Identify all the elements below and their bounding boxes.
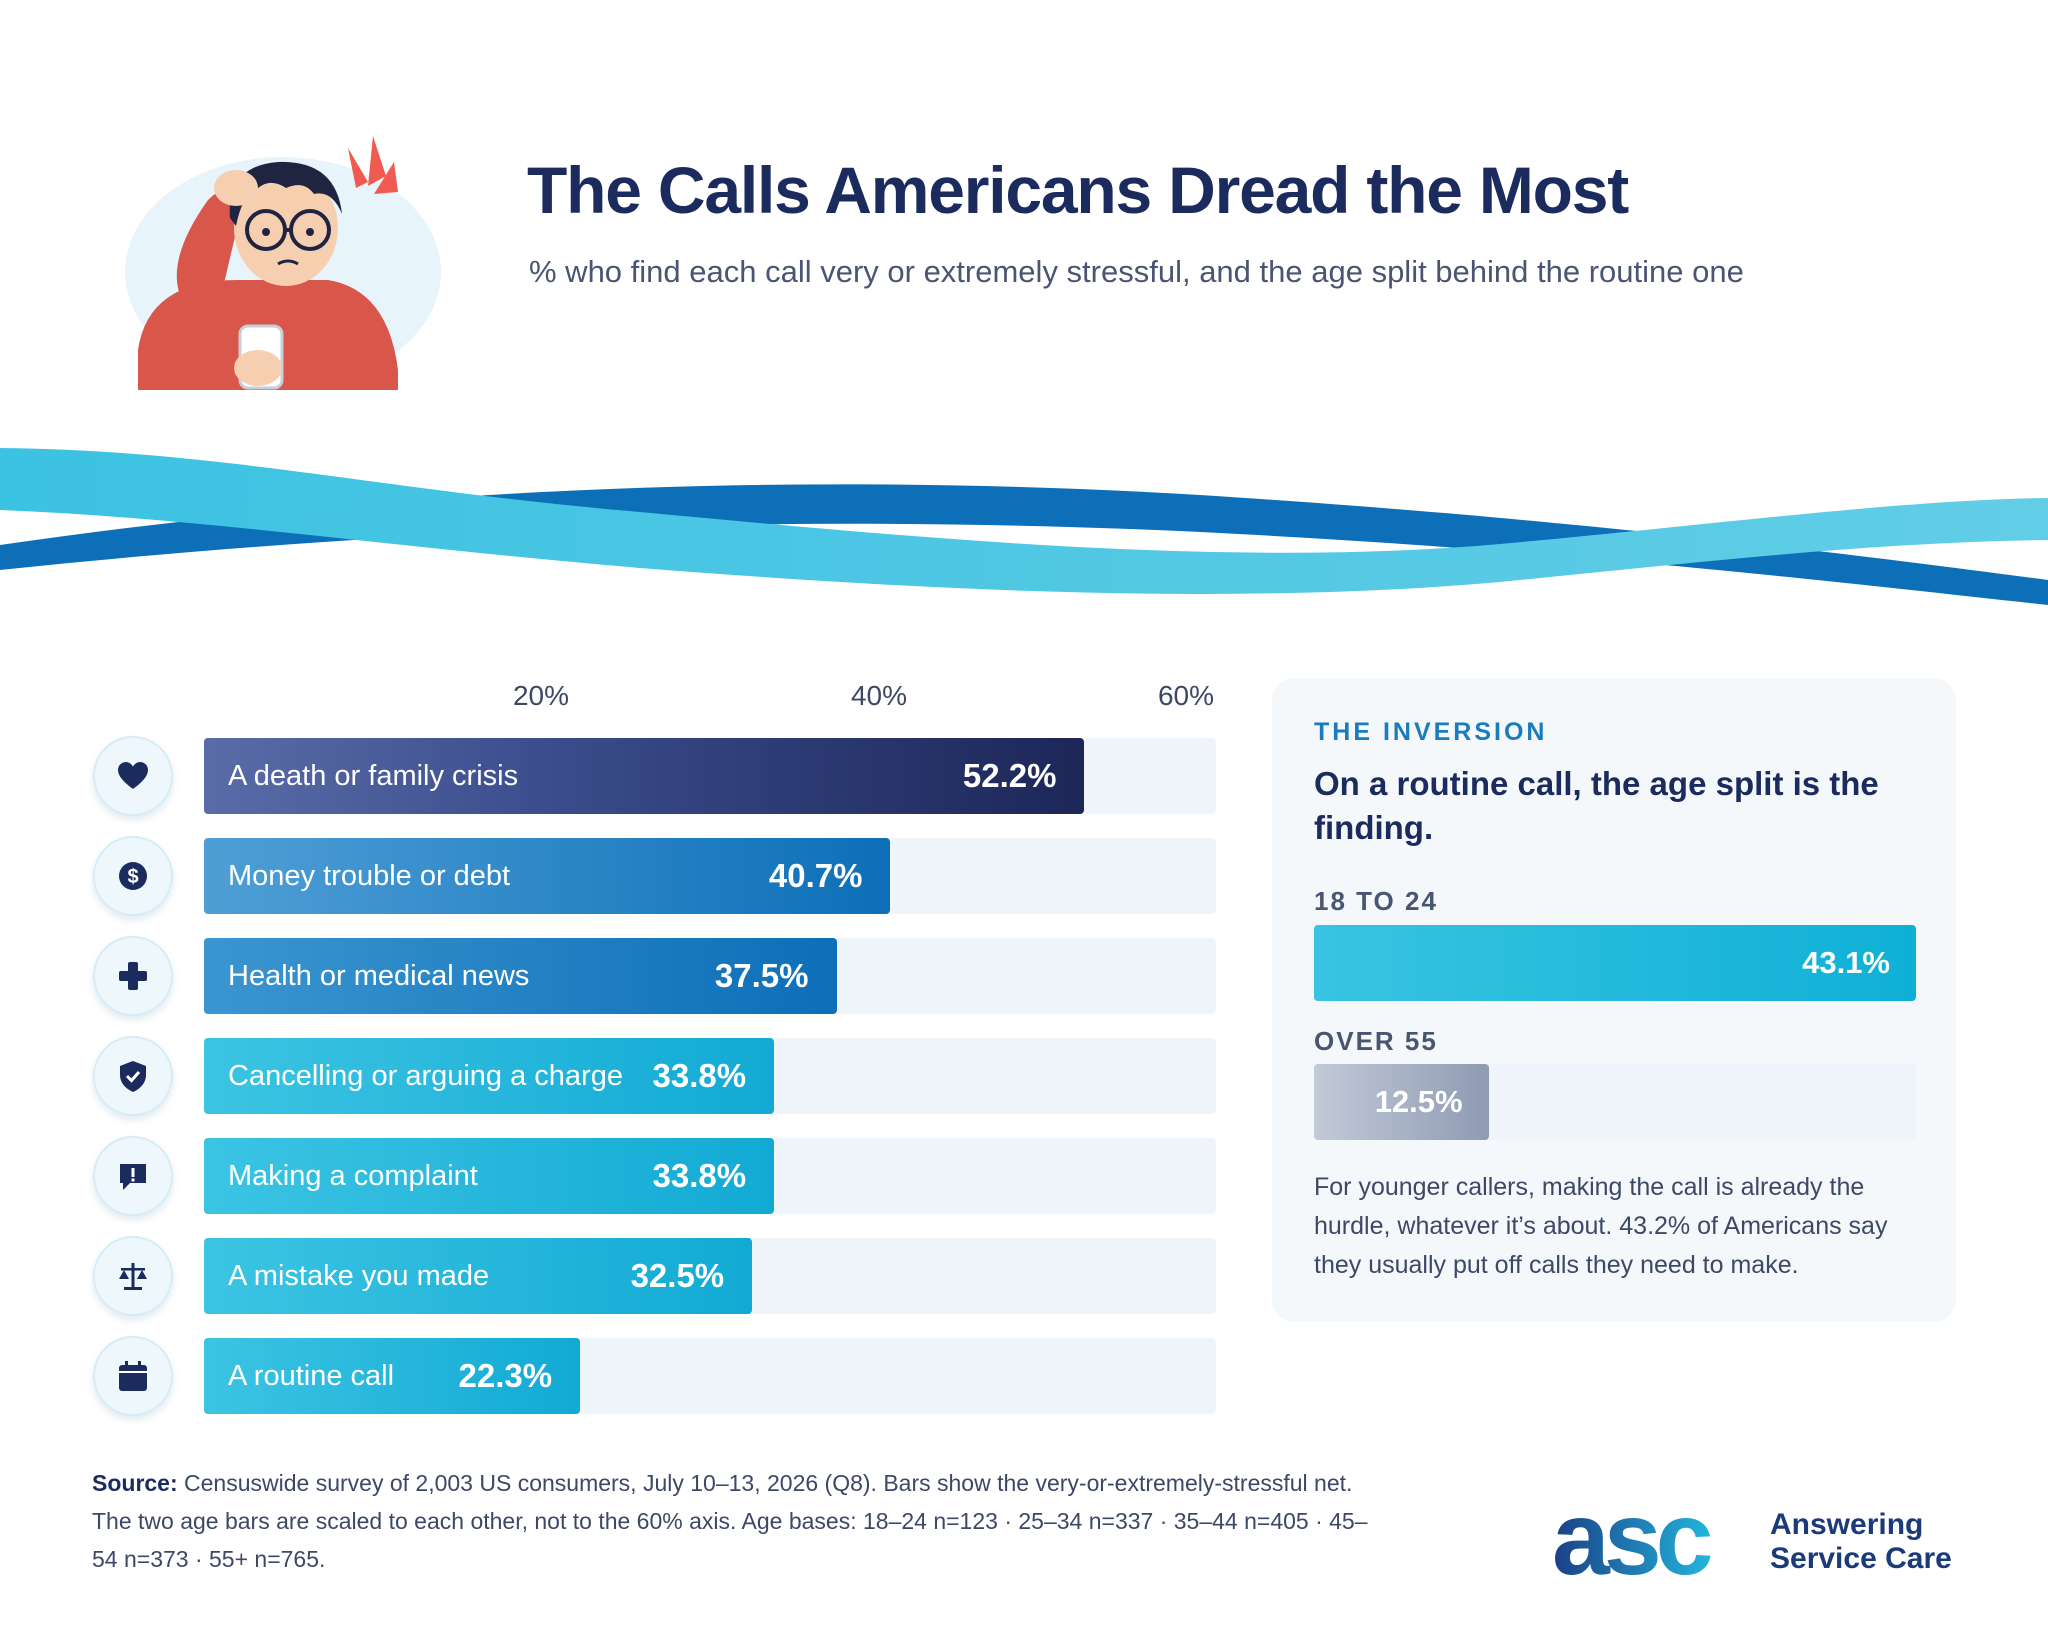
age-bar-track: 12.5%	[1314, 1064, 1916, 1140]
age-label-18-24: 18 TO 24	[1314, 886, 1438, 916]
card-heading: On a routine call, the age split is the …	[1314, 765, 1879, 846]
heart-icon	[93, 736, 173, 816]
bar-value-label: 52.2%	[962, 757, 1057, 794]
x-tick-label: 60%	[1157, 680, 1215, 711]
x-tick-label: 20%	[512, 680, 570, 711]
scales-icon	[93, 1236, 173, 1316]
bar-category-label: A mistake you made	[228, 1260, 490, 1292]
bar: A death or family crisis 52.2%	[204, 738, 1085, 814]
bar: A mistake you made 32.5%	[204, 1238, 753, 1314]
bar-row: $ Money trouble or debt 40.7%	[0, 836, 1240, 916]
x-tick-label: 40%	[850, 680, 908, 711]
bar: Money trouble or debt 40.7%	[204, 838, 891, 914]
medical-cross-icon	[93, 936, 173, 1016]
bar-row: A routine call 22.3%	[0, 1336, 1240, 1416]
brand-name-line1: Answering	[1770, 1508, 1924, 1541]
stressed-person-illustration	[125, 136, 441, 390]
bar-row: A mistake you made 32.5%	[0, 1236, 1240, 1316]
stress-bar-chart: 20% 40% 60% A death or family crisis 52.2…	[0, 660, 1240, 1420]
chat-alert-icon	[93, 1136, 173, 1216]
bar-value-label: 22.3%	[458, 1357, 553, 1394]
bar: A routine call 22.3%	[204, 1338, 581, 1414]
bar-track: Cancelling or arguing a charge 33.8%	[204, 1038, 1216, 1114]
bar-track: A routine call 22.3%	[204, 1338, 1216, 1414]
asc-logo-mark: asc	[1552, 1496, 1717, 1586]
source-note: Source: Censuswide survey of 2,003 US co…	[92, 1464, 1392, 1578]
bar-value-label: 37.5%	[714, 957, 809, 994]
age-value-18-24: 43.1%	[1802, 945, 1890, 980]
bar-value-label: 33.8%	[652, 1157, 747, 1194]
card-note: For younger callers, making the call is …	[1314, 1173, 1888, 1279]
bar: Making a complaint 33.8%	[204, 1138, 775, 1214]
brand-name-line2: Service Care	[1770, 1542, 1952, 1575]
bar-track: Health or medical news 37.5%	[204, 938, 1216, 1014]
brand-logo: asc Answering Service Care	[1552, 1496, 1982, 1586]
age-bar-18-24: 43.1%	[1314, 925, 1916, 1001]
bar-row: Health or medical news 37.5%	[0, 936, 1240, 1016]
bar: Cancelling or arguing a charge 33.8%	[204, 1038, 775, 1114]
bar-value-label: 33.8%	[652, 1057, 747, 1094]
bar-category-label: A death or family crisis	[228, 760, 519, 792]
bar-category-label: A routine call	[228, 1360, 395, 1392]
calendar-icon	[93, 1336, 173, 1416]
bar-category-label: Health or medical news	[228, 960, 530, 992]
shield-check-icon	[93, 1036, 173, 1116]
source-text: Censuswide survey of 2,003 US consumers,…	[92, 1470, 1368, 1572]
age-label-over-55: OVER 55	[1314, 1026, 1438, 1056]
bar-row: Making a complaint 33.8%	[0, 1136, 1240, 1216]
bar-row: A death or family crisis 52.2%	[0, 736, 1240, 816]
bar-track: Money trouble or debt 40.7%	[204, 838, 1216, 914]
bar-category-label: Cancelling or arguing a charge	[228, 1060, 623, 1092]
brand-mark-text: asc	[1552, 1496, 1711, 1586]
bar-track: A death or family crisis 52.2%	[204, 738, 1216, 814]
age-bar-track: 43.1%	[1314, 925, 1916, 1001]
bar-category-label: Money trouble or debt	[228, 860, 511, 892]
bar-value-label: 40.7%	[768, 857, 863, 894]
page-title: The Calls Americans Dread the Most	[527, 153, 1629, 227]
bar: Health or medical news 37.5%	[204, 938, 837, 1014]
dollar-icon: $	[93, 836, 173, 916]
decorative-wave	[0, 448, 2048, 605]
page-subtitle: % who find each call very or extremely s…	[529, 254, 1744, 289]
brand-name: Answering Service Care	[1770, 1508, 1952, 1576]
card-eyebrow: THE INVERSION	[1314, 718, 1548, 746]
source-label: Source:	[92, 1470, 178, 1496]
bar-category-label: Making a complaint	[228, 1160, 478, 1192]
bar-track: Making a complaint 33.8%	[204, 1138, 1216, 1214]
svg-text:$: $	[127, 866, 138, 888]
age-value-over-55: 12.5%	[1374, 1084, 1463, 1119]
bar-row: Cancelling or arguing a charge 33.8%	[0, 1036, 1240, 1116]
bar-track: A mistake you made 32.5%	[204, 1238, 1216, 1314]
inversion-card: THE INVERSION On a routine call, the age…	[1272, 678, 1956, 1322]
age-bar-over-55: 12.5%	[1314, 1064, 1489, 1140]
bar-value-label: 32.5%	[630, 1257, 725, 1294]
